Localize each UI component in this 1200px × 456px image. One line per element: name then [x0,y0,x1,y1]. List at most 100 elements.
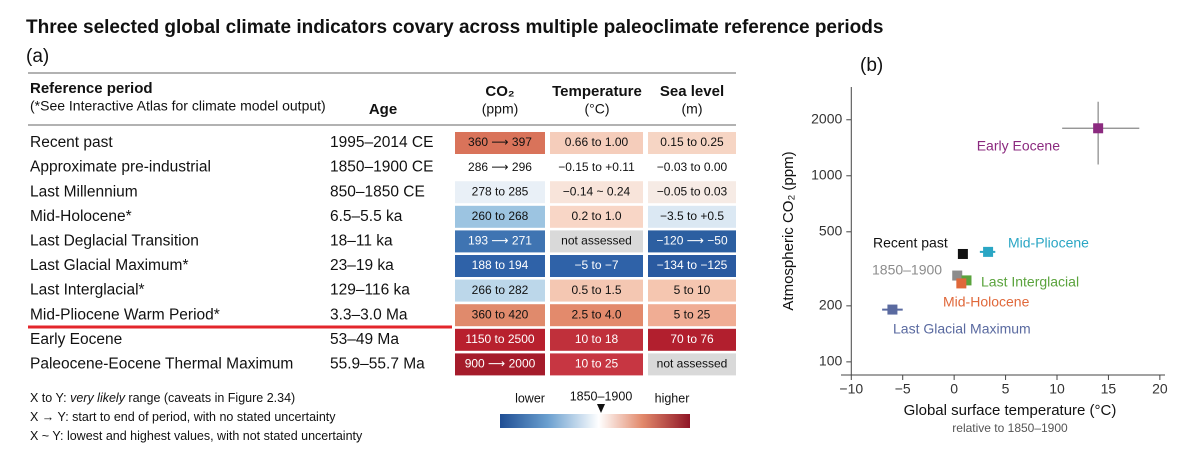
x-tick-label: −10 [839,381,863,397]
cell [455,328,545,351]
cell-value: −0.05 to 0.03 [657,184,728,198]
note: X → Y: start to end of period, with no s… [30,410,336,424]
note-part: very likely [70,391,126,405]
age: 6.5–5.5 ka [330,208,403,225]
age: 3.3–3.0 Ma [330,306,408,323]
point-label: Last Glacial Maximum [893,321,1031,337]
cell-value: 2.5 to 4.0 [571,307,621,321]
cell-value: −134 to −125 [657,258,728,272]
cell [550,353,643,376]
cell-value: −3.5 to +0.5 [660,209,724,223]
cell-value: 266 to 282 [472,283,529,297]
title: Three selected global climate indicators… [26,17,883,38]
x-tick-label: 10 [1049,381,1065,397]
cell-value: 260 to 268 [472,209,529,223]
point [952,270,963,281]
cell [648,304,736,327]
y-axis-label: Atmospheric CO₂ (ppm) [780,151,797,310]
reference-period: Mid-Pliocene Warm Period* [30,306,220,323]
age: 129–116 ka [330,282,410,299]
cell-value: 0.66 to 1.00 [565,135,629,149]
color-bar-pointer [597,404,605,413]
cell [550,279,643,302]
cell [550,205,643,228]
point-label: Early Eocene [977,138,1060,154]
cell [648,328,736,351]
cell-value: not assessed [561,234,632,248]
age: 18–11 ka [330,232,393,249]
cell-value: 193 ⟶ 271 [468,234,532,248]
column-header: Reference period [30,80,153,97]
cell [648,230,736,253]
y-tick-label: 2000 [811,110,842,126]
x-tick-label: 5 [1002,381,1010,397]
column-header: Sea level [660,83,724,100]
cell-value: 188 to 194 [472,258,529,272]
point [956,278,967,289]
note-part: X ~ Y: lowest and highest values, with n… [30,429,363,443]
cell [648,353,736,376]
cell [455,156,545,179]
age: 1995–2014 CE [330,134,433,151]
reference-period: Recent past [30,134,113,151]
cell [455,230,545,253]
point [961,275,972,286]
cell [550,255,643,277]
cell [550,304,643,327]
cell-value: −120 ⟶ −50 [656,234,728,248]
reference-period: Early Eocene [30,331,122,348]
reference-period: Last Deglacial Transition [30,232,199,249]
cell-value: 10 to 25 [575,357,619,371]
reference-period: Last Glacial Maximum* [30,257,189,274]
reference-period: Approximate pre-industrial [30,159,211,176]
cell-value: 1150 to 2500 [465,332,535,346]
column-header: (°C) [584,101,609,117]
x-tick-label: 15 [1101,381,1117,397]
table: Reference period(*See Interactive Atlas … [30,80,736,443]
y-tick-label: 1000 [811,166,842,182]
age: 53–49 Ma [330,331,399,348]
point-label: Last Interglacial [981,274,1079,290]
point-label: Mid-Holocene [943,294,1030,310]
cell-value: 278 to 285 [472,184,529,198]
cell-value: 5 to 25 [674,307,711,321]
cell-value: not assessed [657,357,728,371]
point-label: 1850–1900 [872,262,942,278]
column-header: (*See Interactive Atlas for climate mode… [30,98,326,114]
point [983,246,994,257]
note-part: range (caveats in Figure 2.34) [125,391,295,405]
panel-label: (a) [26,46,49,67]
note-part: X → Y: start to end of period, with no s… [30,410,336,424]
cell-value: 360 to 420 [472,307,529,321]
point-label: Recent past [873,235,948,251]
x-axis-note: relative to 1850–1900 [952,421,1068,435]
cell [648,255,736,277]
cell-value: −5 to −7 [574,258,618,272]
reference-period: Paleocene-Eocene Thermal Maximum [30,355,293,372]
point [887,304,898,315]
cell [455,181,545,204]
cell [455,279,545,302]
age: 55.9–55.7 Ma [330,355,425,372]
cell [455,304,545,327]
point-label: Mid-Pliocene [1008,235,1089,251]
column-header: Temperature [552,83,642,100]
cell [550,328,643,351]
column-header: (ppm) [482,101,519,117]
cell [550,230,643,253]
cell [648,181,736,204]
cell [550,132,643,154]
cell-value: −0.03 to 0.00 [657,160,728,174]
column-header: CO₂ [485,83,514,100]
y-tick-label: 100 [819,353,843,369]
cell-value: 286 ⟶ 296 [468,160,532,174]
cell [455,132,545,154]
reference-period: Last Millennium [30,183,138,200]
y-tick-label: 500 [819,223,843,239]
note-part: X to Y: [30,391,70,405]
scatter-plot: 100 200 500 1000 2000 −10 −5 0 5 10 15 20 Global sur… [780,87,1168,435]
panel-label: (b) [860,55,883,76]
cell-value: 360 ⟶ 397 [468,135,532,149]
age: 1850–1900 CE [330,159,433,176]
cell [455,353,545,376]
